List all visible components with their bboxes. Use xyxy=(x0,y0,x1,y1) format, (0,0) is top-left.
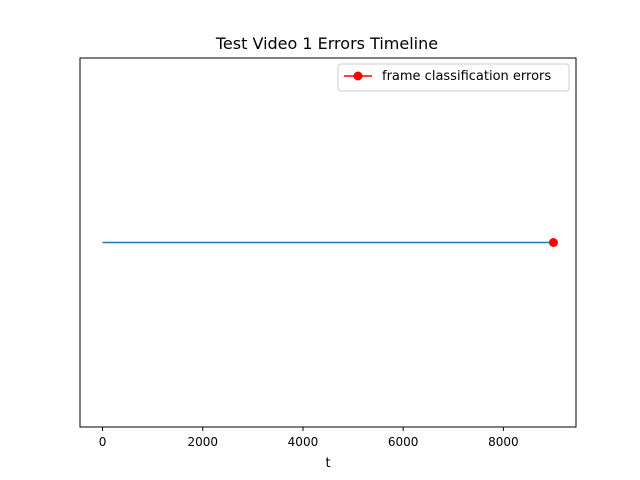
chart-title: Test Video 1 Errors Timeline xyxy=(215,34,438,53)
x-tick-label: 6000 xyxy=(388,435,419,449)
x-tick-label: 0 xyxy=(99,435,107,449)
error-point-marker xyxy=(548,238,558,247)
series-layer xyxy=(102,238,558,247)
x-tick-label: 2000 xyxy=(187,435,218,449)
legend-label: frame classification errors xyxy=(382,69,551,84)
plot-area-frame xyxy=(79,57,577,428)
legend-box xyxy=(337,63,570,92)
x-tick-label: 4000 xyxy=(288,435,319,449)
legend-marker-swatch xyxy=(353,71,363,81)
x-tick-label: 8000 xyxy=(488,435,519,449)
legend: frame classification errors xyxy=(337,63,570,92)
x-axis-label: t xyxy=(325,456,330,471)
x-axis-ticks: 0 2000 4000 6000 8000 xyxy=(99,427,519,449)
